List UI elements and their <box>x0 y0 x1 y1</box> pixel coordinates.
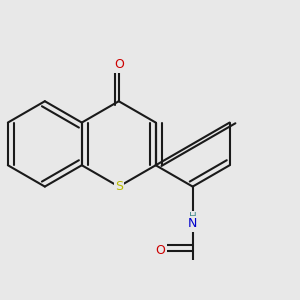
Text: S: S <box>115 180 123 193</box>
Text: O: O <box>156 244 166 257</box>
Text: H: H <box>189 212 196 222</box>
Text: O: O <box>114 58 124 71</box>
Text: N: N <box>188 218 197 230</box>
